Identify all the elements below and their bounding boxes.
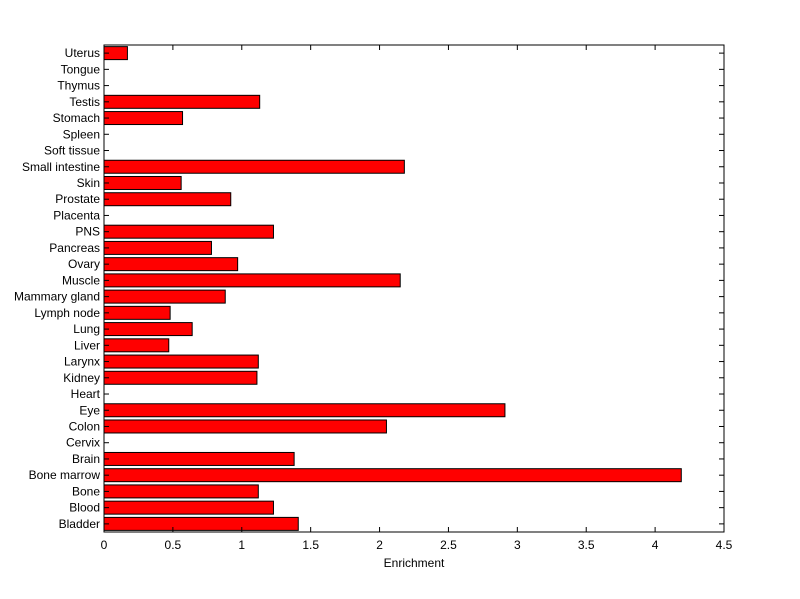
bar-lung [103, 322, 193, 337]
y-tick-label: Soft tissue [44, 144, 100, 158]
x-tick-label: 2 [376, 538, 383, 552]
y-tick-label: Muscle [62, 273, 100, 287]
bar-kidney [103, 370, 258, 385]
y-tick-label: Uterus [65, 46, 100, 60]
y-tick-label: Prostate [55, 192, 100, 206]
x-tick-label: 1 [238, 538, 245, 552]
bar-bladder [103, 516, 299, 531]
y-tick-label: Bladder [59, 517, 100, 531]
y-tick-label: Colon [69, 419, 100, 433]
y-tick-label: Stomach [53, 111, 100, 125]
x-axis-label: Enrichment [384, 556, 445, 570]
x-tick-label: 0 [101, 538, 108, 552]
y-tick-group: Uterus Tongue Thymus Testis Stomach Spleen Sof… [14, 46, 724, 531]
bar-ovary [103, 257, 239, 272]
y-tick-label: Ovary [68, 257, 100, 271]
y-tick-label: Liver [74, 338, 100, 352]
x-tick-group: 0 0.5 1 1.5 2 2.5 3 3.5 4 4.5 [101, 45, 733, 552]
y-tick-label: Heart [71, 387, 101, 401]
y-tick-label: Bone [72, 484, 100, 498]
x-tick-label: 3.5 [578, 538, 595, 552]
y-tick-label: Eye [79, 403, 100, 417]
bar-pancreas [103, 240, 212, 255]
bar-bone [103, 484, 259, 499]
bar-eye [103, 403, 506, 418]
bar-muscle [103, 273, 401, 288]
bar-skin [103, 175, 182, 190]
bar-brain [103, 451, 295, 466]
x-tick-label: 4 [652, 538, 659, 552]
y-tick-label: Spleen [63, 127, 100, 141]
y-tick-label: Pancreas [49, 241, 100, 255]
y-tick-label: Small intestine [22, 160, 100, 174]
bar-pns [103, 224, 274, 239]
bar-stomach [103, 111, 184, 126]
y-tick-label: Lung [73, 322, 100, 336]
bar-bone-marrow [103, 468, 682, 483]
y-tick-label: Brain [72, 452, 100, 466]
bar-larynx [103, 354, 259, 369]
x-tick-label: 4.5 [716, 538, 733, 552]
bar-liver [103, 338, 170, 353]
y-tick-label: Testis [69, 95, 100, 109]
bar-small-intestine [103, 159, 405, 174]
y-tick-label: Kidney [63, 371, 100, 385]
y-tick-label: Cervix [66, 436, 100, 450]
y-tick-label: Larynx [64, 355, 100, 369]
y-tick-label: PNS [75, 225, 100, 239]
x-tick-label: 0.5 [165, 538, 182, 552]
plot-frame [103, 44, 725, 533]
bar-mammary-gland [103, 289, 226, 304]
x-tick-label: 2.5 [440, 538, 457, 552]
bar-blood [103, 500, 274, 515]
bar-colon [103, 419, 387, 434]
bar-testis [103, 94, 261, 109]
y-tick-label: Skin [77, 176, 100, 190]
y-tick-label: Thymus [57, 79, 100, 93]
x-tick-label: 3 [514, 538, 521, 552]
y-tick-label: Blood [69, 501, 100, 515]
y-tick-label: Mammary gland [14, 290, 100, 304]
bars-group [103, 46, 682, 531]
y-tick-label: Bone marrow [29, 468, 101, 482]
bar-prostate [103, 192, 232, 207]
y-tick-label: Placenta [53, 208, 100, 222]
x-tick-label: 1.5 [302, 538, 319, 552]
y-tick-label: Tongue [61, 62, 101, 76]
y-tick-label: Lymph node [34, 306, 100, 320]
bar-lymph-node [103, 305, 171, 320]
